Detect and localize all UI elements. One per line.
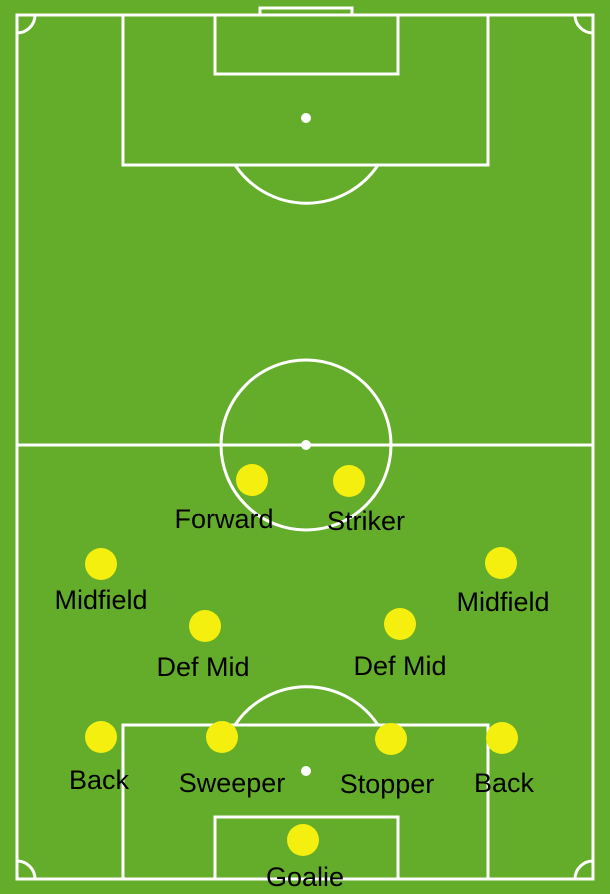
corner-arc-top-right: [573, 14, 594, 35]
player-marker: [236, 464, 268, 496]
player-sweeper: Sweeper: [179, 721, 286, 798]
players: Forward Striker Midfield Midfield Def Mid Def…: [54, 464, 550, 892]
bottom-penalty-arc: [233, 685, 380, 726]
top-penalty-arc: [233, 164, 380, 205]
player-label: Def Mid: [156, 652, 249, 682]
center-circle: [219, 358, 393, 532]
corner-arc-bottom-right: [573, 859, 594, 880]
player-marker: [189, 610, 221, 642]
player-def-mid-right: Def Mid: [353, 608, 447, 681]
player-marker: [485, 547, 517, 579]
player-marker: [287, 824, 319, 856]
corner-arc-bottom-left: [16, 859, 37, 880]
bottom-penalty-spot: [301, 766, 311, 776]
player-label: Back: [69, 765, 130, 795]
player-label: Midfield: [456, 587, 549, 617]
player-label: Back: [474, 768, 535, 798]
player-back-right: Back: [474, 722, 535, 798]
player-marker: [384, 608, 416, 640]
player-label: Stopper: [340, 769, 435, 799]
top-penalty-area: [121, 13, 490, 167]
player-label: Striker: [327, 506, 405, 536]
player-midfield-right: Midfield: [456, 547, 550, 617]
player-midfield-left: Midfield: [54, 548, 148, 615]
top-penalty-spot: [301, 113, 311, 123]
player-label: Midfield: [54, 585, 147, 615]
player-forward: Forward: [174, 464, 274, 534]
player-def-mid-left: Def Mid: [156, 610, 250, 682]
bottom-goal-area: [213, 815, 400, 881]
player-marker: [486, 722, 518, 754]
player-goalie: Goalie: [266, 824, 344, 892]
player-striker: Striker: [327, 465, 405, 536]
player-label: Def Mid: [353, 651, 446, 681]
player-marker: [85, 721, 117, 753]
player-marker: [85, 548, 117, 580]
pitch-markings: [15, 6, 595, 881]
player-marker: [206, 721, 238, 753]
player-stopper: Stopper: [340, 723, 435, 799]
player-label: Sweeper: [179, 768, 286, 798]
corner-arc-top-left: [16, 14, 37, 35]
player-marker: [333, 465, 365, 497]
player-back-left: Back: [69, 721, 130, 795]
center-spot: [301, 440, 311, 450]
player-marker: [375, 723, 407, 755]
pitch-spots: [301, 113, 311, 776]
player-label: Goalie: [266, 862, 344, 892]
player-label: Forward: [174, 504, 273, 534]
